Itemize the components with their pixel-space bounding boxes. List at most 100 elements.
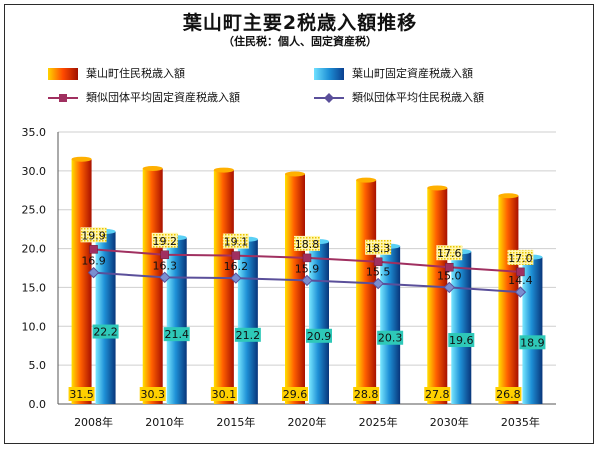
legend-label-property-tax: 葉山町固定資産税歳入額: [352, 67, 473, 80]
data-label-resident-tax: 26.8: [496, 388, 521, 401]
data-label-avg-resident-tax: 16.9: [81, 255, 106, 268]
bar-top-resident-tax: [213, 167, 234, 173]
data-label-resident-tax-box: [139, 387, 166, 401]
data-label-property-tax: 21.2: [236, 329, 261, 342]
legend-label-avg-resident-tax: 類似団体平均住民税歳入額: [352, 91, 484, 104]
data-label-avg-resident-tax: 15.0: [437, 269, 462, 282]
data-label-property-tax: 19.6: [449, 334, 474, 347]
data-label-avg-property-tax: 19.9: [81, 229, 106, 242]
data-label-resident-tax: 27.8: [425, 388, 450, 401]
legend-swatch-property-tax: [314, 68, 344, 80]
data-label-avg-property-tax-box: [80, 227, 107, 243]
bar-property-tax: [166, 237, 187, 404]
bar-top-resident-tax: [427, 185, 448, 191]
data-label-resident-tax: 28.8: [354, 388, 379, 401]
data-label-avg-property-tax-box: [151, 232, 178, 248]
bar-resident-tax: [427, 187, 448, 404]
marker-avg-resident-tax: [372, 277, 384, 290]
y-tick-label: 10.0: [22, 320, 47, 333]
data-label-property-tax-box: [306, 328, 332, 343]
data-label-avg-property-tax: 19.1: [224, 236, 249, 249]
data-label-property-tax-box: [519, 335, 546, 350]
x-tick-label: 2010年: [145, 415, 184, 429]
bar-top-resident-tax: [142, 166, 163, 172]
y-tick-label: 5.0: [29, 359, 47, 372]
data-label-resident-tax: 29.6: [283, 388, 308, 401]
data-label-resident-tax-box: [68, 387, 95, 401]
marker-avg-resident-tax: [514, 286, 527, 298]
y-tick-label: 25.0: [22, 204, 47, 217]
bar-property-tax: [522, 257, 543, 404]
data-label-avg-property-tax-box: [294, 235, 320, 251]
marker-avg-resident-tax: [230, 272, 242, 284]
bar-property-tax: [309, 241, 329, 404]
data-label-resident-tax-box: [282, 387, 308, 401]
data-label-avg-resident-tax: 16.2: [224, 260, 249, 273]
data-label-property-tax-box: [377, 330, 404, 345]
data-label-property-tax: 22.2: [93, 326, 118, 339]
data-label-property-tax-box: [448, 333, 475, 348]
data-label-resident-tax-box: [210, 387, 237, 401]
data-label-avg-property-tax: 18.8: [295, 238, 320, 251]
data-label-resident-tax: 30.3: [140, 388, 165, 401]
data-label-avg-resident-tax: 15.5: [366, 266, 391, 279]
data-label-property-tax-box: [234, 327, 261, 342]
legend-label-avg-property-tax: 類似団体平均固定資産税歳入額: [86, 91, 240, 104]
bar-top-resident-tax: [71, 156, 92, 162]
y-tick-label: 20.0: [22, 243, 47, 256]
data-label-property-tax: 18.9: [520, 336, 545, 349]
x-tick-label: 2030年: [430, 415, 469, 429]
y-tick-label: 35.0: [22, 126, 47, 139]
data-label-avg-resident-tax: 14.4: [508, 274, 533, 287]
bar-top-resident-tax: [285, 171, 305, 177]
marker-avg-property-tax: [373, 257, 383, 267]
data-label-avg-property-tax: 19.2: [152, 235, 177, 248]
x-tick-label: 2035年: [501, 415, 540, 429]
data-label-avg-resident-tax: 16.3: [152, 259, 177, 272]
bar-property-tax: [380, 246, 401, 404]
data-label-property-tax: 20.3: [378, 332, 403, 345]
bar-resident-tax: [356, 180, 377, 404]
data-label-avg-property-tax-box: [436, 245, 463, 261]
y-tick-label: 30.0: [22, 165, 47, 178]
data-label-avg-resident-tax: 15.9: [295, 262, 320, 275]
marker-avg-resident-tax: [159, 271, 171, 284]
bar-resident-tax: [213, 170, 234, 404]
y-tick-label: 15.0: [22, 281, 47, 294]
marker-avg-resident-tax: [443, 281, 455, 294]
data-label-resident-tax: 30.1: [212, 388, 237, 401]
legend-marker-avg-resident-tax: [314, 93, 344, 103]
data-label-avg-property-tax-box: [365, 239, 392, 255]
legend-swatch-resident-tax: [48, 68, 78, 80]
chart-title: 葉山町主要2税歳入額推移: [182, 12, 418, 34]
bar-resident-tax: [71, 159, 92, 404]
data-label-avg-property-tax-box: [222, 233, 249, 249]
marker-avg-resident-tax: [87, 266, 100, 279]
data-label-property-tax-box: [163, 327, 190, 342]
x-tick-label: 2008年: [74, 415, 113, 429]
data-label-resident-tax-box: [495, 387, 522, 401]
bar-resident-tax: [498, 195, 519, 404]
bar-top-resident-tax: [498, 193, 519, 199]
legend-label-resident-tax: 葉山町住民税歳入額: [86, 67, 185, 80]
data-label-property-tax: 20.9: [307, 330, 332, 343]
data-label-resident-tax-box: [424, 387, 451, 401]
bar-top-resident-tax: [356, 177, 377, 183]
chart-subtitle: （住民税：個人、固定資産税）: [223, 35, 377, 48]
marker-avg-resident-tax: [301, 274, 313, 287]
legend-marker-avg-property-tax: [48, 94, 78, 102]
bar-property-tax: [451, 251, 472, 404]
bar-resident-tax: [285, 173, 305, 404]
bar-resident-tax: [142, 168, 163, 404]
data-label-avg-property-tax: 17.0: [508, 252, 533, 265]
data-label-property-tax-box: [92, 324, 119, 339]
marker-avg-property-tax: [89, 245, 98, 254]
data-label-property-tax: 21.4: [164, 328, 189, 341]
y-tick-label: 0.0: [29, 398, 47, 411]
marker-avg-property-tax: [516, 267, 525, 277]
data-label-avg-property-tax-box: [507, 249, 534, 265]
data-label-resident-tax-box: [353, 387, 380, 401]
data-label-avg-property-tax: 17.6: [437, 247, 462, 260]
x-tick-label: 2025年: [359, 415, 398, 429]
